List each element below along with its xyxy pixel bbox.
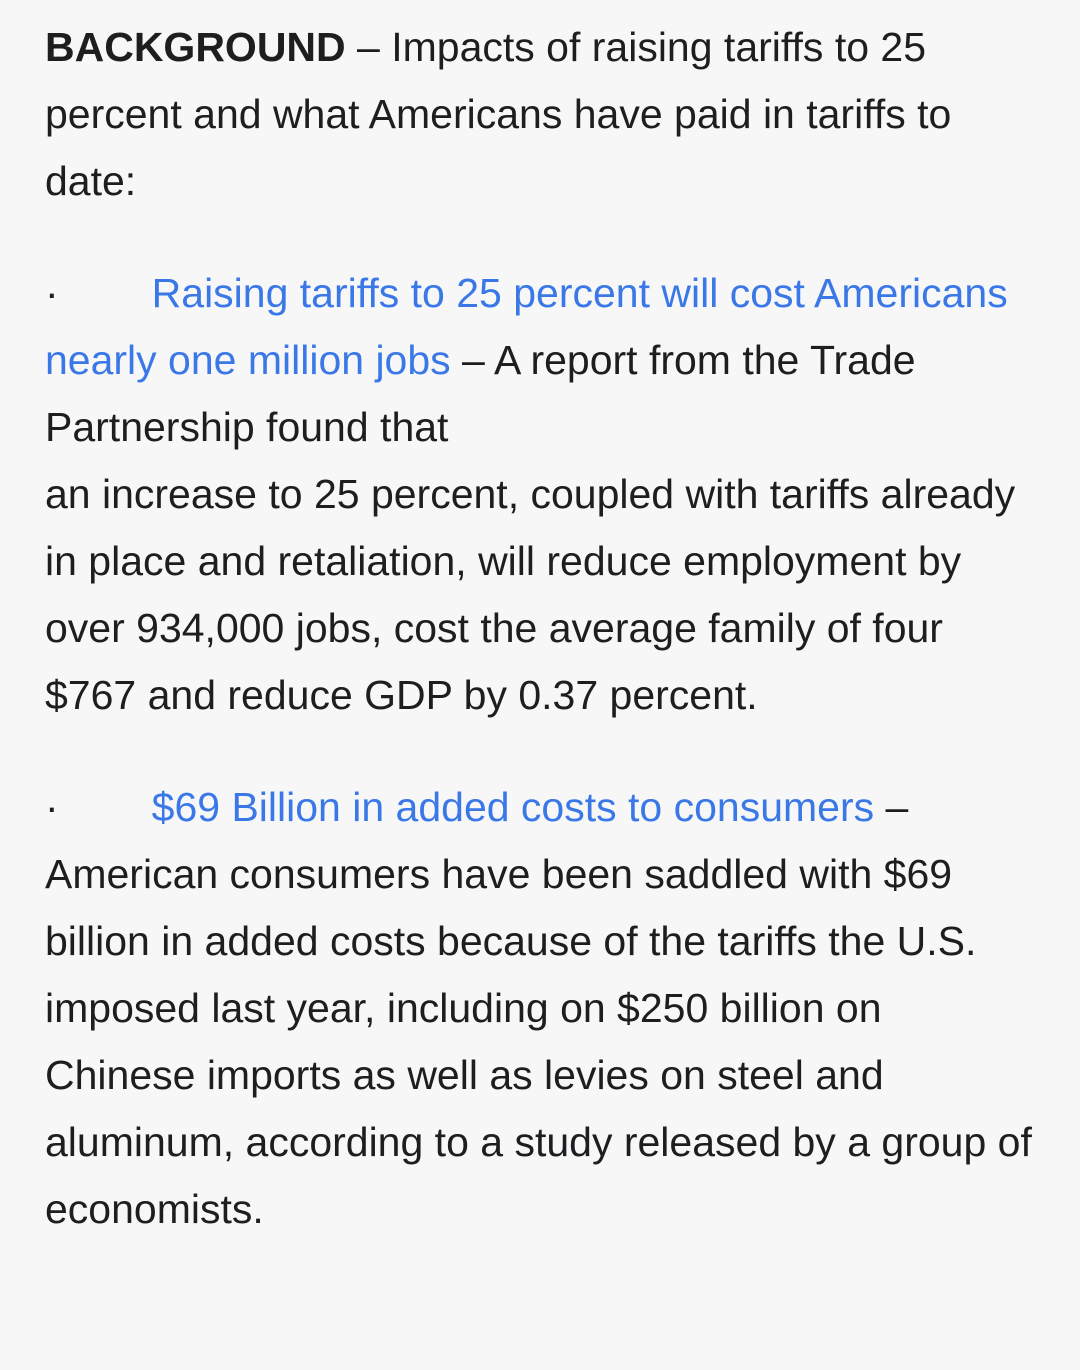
document: BACKGROUND – Impacts of raising tariffs … (45, 14, 1036, 1243)
jobs-text-line1: – A report from the Trade Partnership fo… (45, 337, 916, 450)
bullet-item-consumer-costs: · $69 Billion in added costs to consumers… (45, 774, 1036, 1243)
bullet-item-jobs: · Raising tariffs to 25 percent will cost… (45, 260, 1036, 729)
jobs-text-line2: an increase to 25 percent, coupled with … (45, 471, 1016, 718)
background-heading: BACKGROUND (45, 24, 346, 70)
consumer-costs-text: – American consumers have been saddled w… (45, 784, 1032, 1232)
bullet-marker: · (45, 270, 59, 316)
intro-text: – Impacts of raising tariffs to 25 perce… (45, 24, 952, 204)
jobs-cost-link[interactable]: Raising tariffs to 25 percent will cost … (45, 270, 1008, 383)
intro-paragraph: BACKGROUND – Impacts of raising tariffs … (45, 14, 1036, 215)
consumer-costs-link[interactable]: $69 Billion in added costs to consumers (151, 784, 875, 830)
bullet-marker: · (45, 784, 59, 830)
